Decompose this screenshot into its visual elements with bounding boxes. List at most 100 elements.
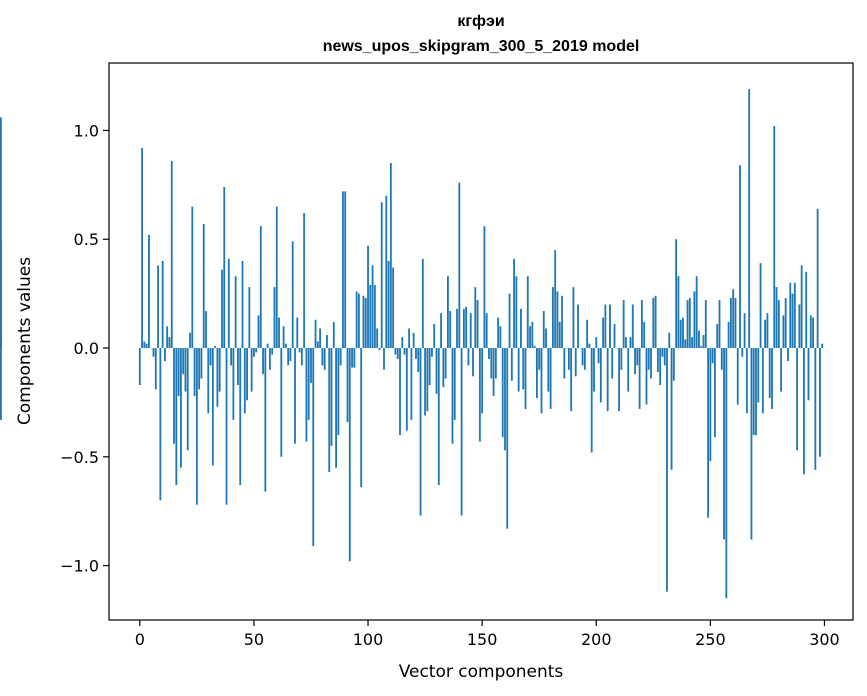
bar-241 <box>688 297 691 349</box>
bar-154 <box>490 348 493 379</box>
bar-68 <box>294 348 296 444</box>
bar-16 <box>175 348 178 486</box>
bar-72 <box>303 213 306 349</box>
bar-13 <box>168 337 171 349</box>
bar-170 <box>526 276 529 349</box>
bar-54 <box>262 348 264 375</box>
bar-294 <box>809 315 812 349</box>
bar-63 <box>282 326 285 349</box>
bar-76 <box>312 348 315 547</box>
bar-146 <box>472 348 474 377</box>
bar-246 <box>700 345 703 349</box>
bar-130 <box>435 348 438 394</box>
bar-271 <box>757 348 760 403</box>
y-axis-ticks: −1.0 −0.5 0.0 0.5 1.0 <box>60 121 109 576</box>
bar-51 <box>255 348 258 353</box>
bar-256 <box>723 348 725 540</box>
bar-198 <box>590 348 593 453</box>
bar-28 <box>202 224 205 349</box>
bar-58 <box>271 348 274 355</box>
bar-124 <box>421 258 424 349</box>
bar-145 <box>469 313 472 349</box>
bar-118 <box>408 328 411 349</box>
bar-295 <box>812 317 814 349</box>
bar-71 <box>300 348 303 366</box>
bar-23 <box>191 206 194 349</box>
x-tick-label: 50 <box>244 630 264 649</box>
bar-232 <box>668 332 671 349</box>
bar-291 <box>803 348 805 475</box>
bar-117 <box>405 348 408 431</box>
bar-75 <box>310 348 312 383</box>
bar-259 <box>729 297 732 349</box>
bar-173 <box>533 345 536 349</box>
bar-56 <box>266 343 269 349</box>
bar-204 <box>604 304 607 349</box>
bar-65 <box>287 348 290 366</box>
bar-185 <box>561 295 563 349</box>
bar-3 <box>145 343 148 349</box>
bar-268 <box>750 348 753 540</box>
bar-93 <box>351 348 353 368</box>
bar-44 <box>239 348 242 486</box>
bar-120 <box>412 332 415 349</box>
bar-157 <box>497 317 500 349</box>
bar-22 <box>189 332 191 349</box>
bar-286 <box>791 293 794 349</box>
y-tick-label: −1.0 <box>60 557 99 576</box>
plot-frame <box>108 62 854 621</box>
y-tick-label: −0.5 <box>60 448 99 467</box>
bar-242 <box>691 337 694 349</box>
bar-107 <box>383 348 385 370</box>
bar-35 <box>218 348 221 392</box>
bar-200 <box>595 337 598 349</box>
bar-269 <box>752 348 755 436</box>
bar-186 <box>563 348 566 379</box>
bar-12 <box>166 326 169 349</box>
bar-147 <box>474 287 477 349</box>
bar-236 <box>677 276 680 349</box>
x-tick-label: 200 <box>581 630 612 649</box>
bar-230 <box>663 348 666 366</box>
bar-188 <box>567 348 570 370</box>
x-tick-label: 150 <box>467 630 498 649</box>
bar-49 <box>250 348 253 392</box>
bar-46 <box>243 348 246 414</box>
bar-174 <box>536 348 538 399</box>
bar-129 <box>433 324 436 349</box>
bar-261 <box>734 297 737 349</box>
bar-235 <box>675 239 678 349</box>
bar-61 <box>278 317 280 349</box>
bar-159 <box>501 348 504 438</box>
bar-40 <box>230 348 233 366</box>
bar-70 <box>298 348 301 353</box>
bar-266 <box>745 348 748 414</box>
bar-228 <box>659 348 662 386</box>
bar-285 <box>789 282 792 349</box>
bar-29 <box>205 311 207 349</box>
bar-191 <box>574 348 577 377</box>
bar-42 <box>234 276 237 349</box>
bar-263 <box>739 165 741 349</box>
bar-211 <box>620 348 623 370</box>
bar-296 <box>814 348 817 470</box>
bar-166 <box>517 348 520 392</box>
bar-292 <box>805 271 808 349</box>
bar-77 <box>314 319 317 349</box>
bar-136 <box>449 311 452 349</box>
bar-108 <box>385 195 388 349</box>
bar-221 <box>643 321 646 349</box>
bar-201 <box>597 348 600 364</box>
bar-134 <box>444 348 447 379</box>
bar-14 <box>170 160 173 349</box>
bar-196 <box>586 319 589 349</box>
bar-219 <box>638 348 641 409</box>
bar-281 <box>780 348 783 392</box>
bar-32 <box>211 348 214 466</box>
bar-73 <box>305 348 308 442</box>
bar-172 <box>531 321 534 349</box>
bar-152 <box>485 313 488 349</box>
bar-192 <box>577 304 579 349</box>
bar-244 <box>695 276 698 349</box>
